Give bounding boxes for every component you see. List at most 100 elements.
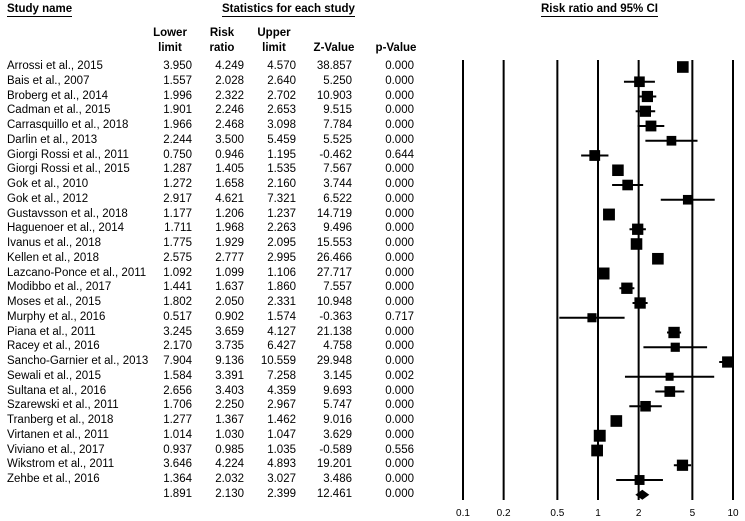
study-name: Broberg et al., 2014 bbox=[7, 89, 109, 102]
study-rr: 1.405 bbox=[215, 163, 244, 176]
study-lower: 3.245 bbox=[163, 325, 192, 338]
study-z: 3.629 bbox=[323, 428, 352, 441]
study-upper: 7.258 bbox=[267, 369, 296, 382]
study-z: 5.525 bbox=[323, 133, 352, 146]
point-estimate-square bbox=[587, 313, 597, 323]
study-name-header: Study name bbox=[7, 3, 73, 17]
point-estimate-square bbox=[612, 164, 624, 177]
point-estimate-square bbox=[639, 105, 652, 117]
point-estimate-square bbox=[591, 444, 603, 457]
study-name: Szarewski et al., 2011 bbox=[7, 399, 119, 412]
study-upper: 2.967 bbox=[267, 399, 296, 412]
study-lower: 1.287 bbox=[163, 163, 192, 176]
study-rr: 4.621 bbox=[215, 192, 244, 205]
study-upper: 1.047 bbox=[267, 428, 296, 441]
study-z: 26.466 bbox=[316, 251, 352, 264]
study-lower: 3.646 bbox=[163, 458, 192, 471]
study-p: 0.000 bbox=[385, 251, 414, 264]
study-lower: 3.950 bbox=[163, 60, 192, 72]
point-estimate-square bbox=[589, 150, 601, 161]
study-rr: 3.735 bbox=[215, 340, 244, 353]
study-p: 0.000 bbox=[385, 399, 414, 412]
point-estimate-square bbox=[676, 459, 689, 471]
point-estimate-square bbox=[634, 475, 645, 485]
study-upper: 6.427 bbox=[267, 340, 296, 353]
study-upper: 1.535 bbox=[267, 163, 296, 176]
study-z: 10.903 bbox=[316, 89, 352, 102]
rr-header-l1: Risk bbox=[209, 27, 235, 39]
study-lower: 1.272 bbox=[163, 178, 192, 190]
x-tick-label: 2 bbox=[636, 508, 642, 519]
study-z: 5.250 bbox=[323, 74, 352, 87]
study-upper: 4.570 bbox=[267, 60, 296, 72]
study-z: -0.462 bbox=[319, 148, 352, 161]
study-z: 14.719 bbox=[316, 207, 352, 220]
study-name: Modibbo et al., 2017 bbox=[7, 281, 112, 294]
point-estimate-square bbox=[670, 342, 680, 352]
point-estimate-square bbox=[666, 135, 677, 146]
study-p: 0.000 bbox=[385, 60, 414, 72]
study-upper: 1.195 bbox=[267, 148, 296, 161]
study-upper: 2.995 bbox=[267, 251, 296, 264]
point-estimate-square bbox=[652, 252, 664, 265]
study-rr: 1.099 bbox=[215, 266, 244, 279]
study-p: 0.000 bbox=[385, 266, 414, 279]
x-tick-label: 0.5 bbox=[550, 508, 564, 519]
study-p: 0.556 bbox=[385, 443, 414, 456]
study-lower: 1.901 bbox=[163, 104, 192, 117]
p-value-header: p-Value bbox=[375, 42, 417, 54]
study-name: Zehbe et al., 2016 bbox=[7, 473, 100, 485]
study-lower: 2.917 bbox=[163, 192, 192, 205]
study-p: 0.000 bbox=[385, 340, 414, 353]
point-estimate-square bbox=[682, 194, 693, 205]
study-name: Arrossi et al., 2015 bbox=[7, 60, 103, 72]
study-name: Gustavsson et al., 2018 bbox=[7, 207, 128, 220]
study-rr: 1.658 bbox=[215, 178, 244, 190]
study-lower: 1.177 bbox=[163, 207, 192, 220]
upper-limit-header: Upper limit bbox=[252, 26, 296, 56]
study-p: 0.000 bbox=[385, 281, 414, 294]
study-z: 7.784 bbox=[323, 119, 352, 131]
study-lower: 1.802 bbox=[163, 296, 192, 308]
study-upper: 4.893 bbox=[267, 458, 296, 471]
study-p: 0.644 bbox=[385, 148, 414, 161]
x-tick-label: 0.1 bbox=[456, 508, 470, 519]
point-estimate-square bbox=[597, 267, 610, 280]
study-rr: 2.032 bbox=[215, 473, 244, 485]
study-upper: 4.127 bbox=[267, 325, 296, 338]
summary-z: 12.461 bbox=[316, 487, 352, 500]
study-p: 0.000 bbox=[385, 222, 414, 235]
summary-upper: 2.399 bbox=[267, 487, 296, 500]
lower-limit-header: Lower limit bbox=[148, 26, 192, 56]
point-estimate-square bbox=[722, 356, 734, 368]
study-p: 0.000 bbox=[385, 89, 414, 102]
study-rr: 1.030 bbox=[215, 428, 244, 441]
study-name: Ivanus et al., 2018 bbox=[7, 237, 101, 249]
study-rr: 3.391 bbox=[215, 369, 244, 382]
point-estimate-square bbox=[677, 61, 689, 73]
study-p: 0.000 bbox=[385, 325, 414, 338]
study-rr: 0.985 bbox=[215, 443, 244, 456]
study-z: 19.201 bbox=[316, 458, 352, 471]
study-lower: 0.517 bbox=[163, 310, 192, 323]
study-upper: 7.321 bbox=[267, 192, 296, 205]
x-tick-label: 1 bbox=[595, 508, 601, 519]
study-z: 10.948 bbox=[316, 296, 352, 308]
study-rr: 2.322 bbox=[215, 89, 244, 102]
study-upper: 1.462 bbox=[267, 414, 296, 426]
study-name: Bais et al., 2007 bbox=[7, 74, 90, 87]
study-upper: 1.035 bbox=[267, 443, 296, 456]
study-lower: 1.966 bbox=[163, 119, 192, 131]
study-p: 0.000 bbox=[385, 133, 414, 146]
study-z: 3.486 bbox=[323, 473, 352, 485]
study-upper: 1.860 bbox=[267, 281, 296, 294]
study-upper: 2.095 bbox=[267, 237, 296, 249]
study-lower: 2.656 bbox=[163, 384, 192, 397]
study-name: Lazcano-Ponce et al., 2011 bbox=[7, 266, 147, 279]
x-tick-label: 5 bbox=[690, 508, 696, 519]
study-name: Sancho-Garnier et al., 2013 bbox=[7, 355, 149, 367]
study-z: 6.522 bbox=[323, 192, 352, 205]
study-rr: 2.777 bbox=[215, 251, 244, 264]
study-z: -0.363 bbox=[319, 310, 352, 323]
